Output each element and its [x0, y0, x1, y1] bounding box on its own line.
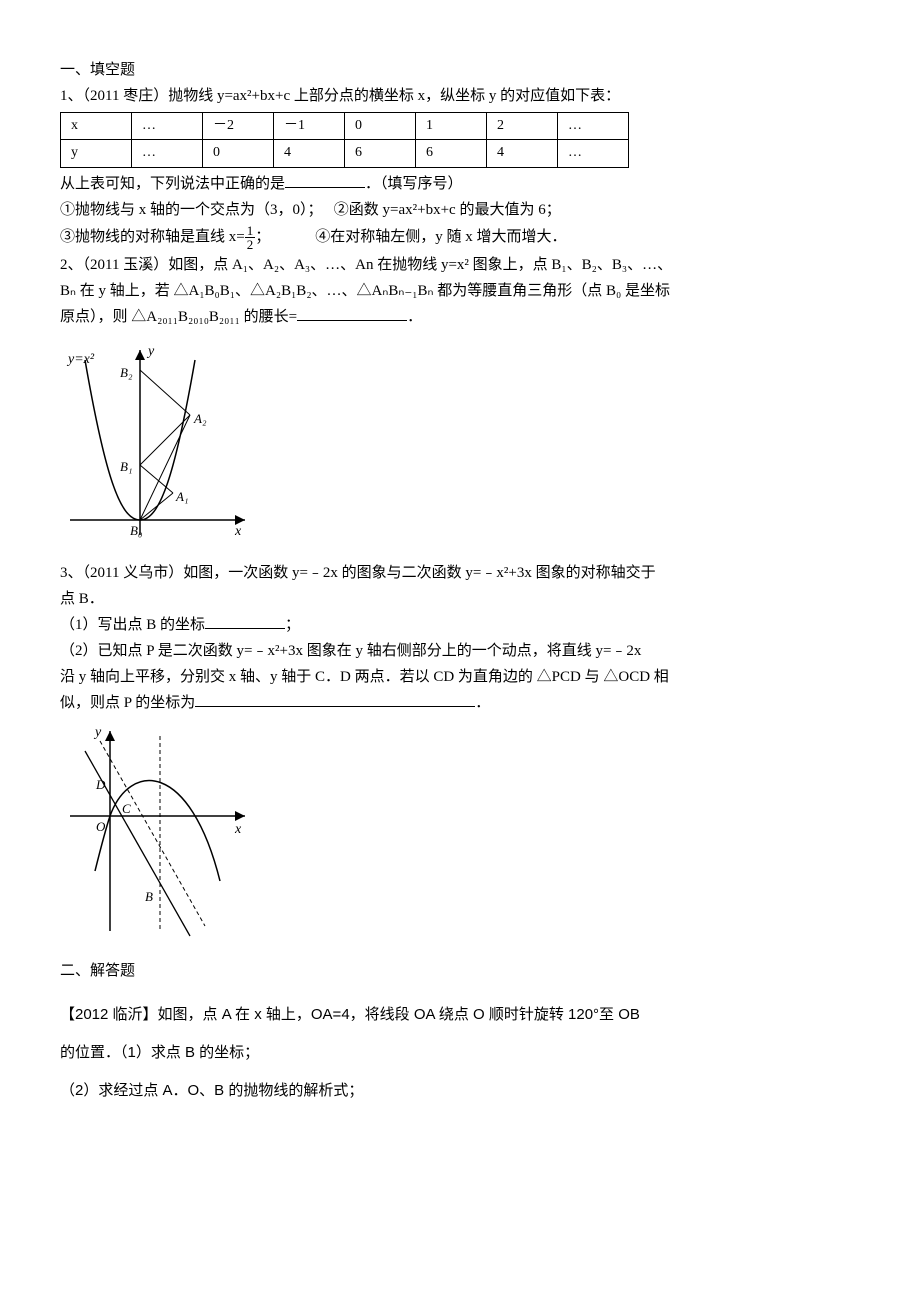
q1-th-5: 1 — [416, 113, 487, 140]
q1-th-2: －2 — [203, 113, 274, 140]
x-axis-label: x — [234, 524, 242, 539]
q1-opt3-fraction: 12 — [245, 224, 256, 251]
q3-lead-a: 3、（2011 义乌市）如图，一次函数 y=﹣2x 的图象与二次函数 y=﹣x²… — [60, 561, 860, 585]
q3-part1: （1）写出点 B 的坐标 ； — [60, 613, 860, 637]
segment — [140, 370, 190, 415]
fill-blank[interactable] — [205, 613, 285, 629]
q1-td-0: y — [61, 140, 132, 167]
q1-opt3-prefix: ③抛物线的对称轴是直线 — [60, 229, 229, 245]
q2-figure: y=x² B₂ A₂ B₁ A₁ B₀ x y — [60, 335, 260, 555]
q1-opt3-lhs: x= — [229, 229, 245, 245]
q1-opt3-suffix: ； — [255, 229, 270, 245]
q1-line2-prefix: 从上表可知，下列说法中正确的是 — [60, 176, 285, 192]
curve-label: y=x² — [66, 352, 95, 367]
pt-B0: B₀ — [130, 523, 142, 538]
q1-options-row2: ③抛物线的对称轴是直线 x=12； ④在对称轴左侧，y 随 x 增大而增大． — [60, 224, 860, 251]
segment — [140, 415, 190, 465]
q4-line1: 【2012 临沂】如图，点 A 在 x 轴上，OA=4，将线段 OA 绕点 O … — [60, 997, 860, 1033]
q1-table-row: y … 0 4 6 6 4 … — [61, 140, 629, 167]
q3-part2-c-suffix: ． — [475, 695, 490, 711]
q2-line-c: 原点），则 △A₂₀₁₁B₂₀₁₀B₂₀₁₁ 的腰长= ． — [60, 305, 860, 329]
x-axis-label: x — [234, 822, 242, 837]
x-arrow-icon — [235, 811, 245, 821]
q2-line-c-prefix: 原点），则 △A₂₀₁₁B₂₀₁₀B₂₀₁₁ 的腰长= — [60, 309, 297, 325]
y-axis-label: y — [93, 725, 102, 740]
q1-td-2: 0 — [203, 140, 274, 167]
q1-td-4: 6 — [345, 140, 416, 167]
y-arrow-icon — [105, 731, 115, 741]
q1-td-6: 4 — [487, 140, 558, 167]
q4-line2: 的位置．（1）求点 B 的坐标； — [60, 1035, 860, 1071]
y-axis-label: y — [146, 344, 155, 359]
q1-th-4: 0 — [345, 113, 416, 140]
q4-line3: （2）求经过点 A．O、B 的抛物线的解析式； — [60, 1073, 860, 1109]
segment — [140, 465, 173, 493]
section-2-title: 二、解答题 — [60, 959, 860, 983]
q3-part1-prefix: （1）写出点 B 的坐标 — [60, 617, 205, 633]
pt-A2: A₂ — [193, 411, 207, 426]
q1-th-3: －1 — [274, 113, 345, 140]
q1-opt1: ①抛物线与 x 轴的一个交点为（3，0）； — [60, 202, 323, 218]
q2-line-c-suffix: ． — [407, 309, 422, 325]
q1-td-3: 4 — [274, 140, 345, 167]
q1-line2-suffix: ．（填写序号） — [365, 176, 463, 192]
segment — [140, 493, 173, 520]
q1-td-5: 6 — [416, 140, 487, 167]
q3-part2-c-prefix: 似，则点 P 的坐标为 — [60, 695, 195, 711]
q1-line2: 从上表可知，下列说法中正确的是 ．（填写序号） — [60, 172, 860, 196]
q1-th-6: 2 — [487, 113, 558, 140]
pt-C: C — [122, 801, 131, 816]
origin-label: O — [96, 819, 106, 834]
q1-table: x … －2 －1 0 1 2 … y … 0 4 6 6 4 … — [60, 112, 629, 168]
pt-B1: B₁ — [120, 459, 132, 474]
q3-part1-suffix: ； — [285, 617, 300, 633]
q3-figure: y x O D C B — [60, 721, 260, 941]
q1-opt4: ④在对称轴左侧，y 随 x 增大而增大． — [315, 229, 566, 245]
q1-th-0: x — [61, 113, 132, 140]
q1-opt2: ②函数 y=ax²+bx+c 的最大值为 6； — [334, 202, 561, 218]
q3-part2-b: 沿 y 轴向上平移，分别交 x 轴、y 轴于 C．D 两点．若以 CD 为直角边… — [60, 665, 860, 689]
q1-table-header-row: x … －2 －1 0 1 2 … — [61, 113, 629, 140]
q1-opt3-den: 2 — [245, 238, 256, 251]
fill-blank[interactable] — [195, 691, 475, 707]
fill-blank[interactable] — [297, 305, 407, 321]
parabola-curve — [110, 780, 220, 880]
pt-B2: B₂ — [120, 365, 133, 380]
q1-th-7: … — [558, 113, 629, 140]
pt-B: B — [145, 889, 153, 904]
fill-blank[interactable] — [285, 172, 365, 188]
pt-A1: A₁ — [175, 489, 188, 504]
q1-th-1: … — [132, 113, 203, 140]
segment — [140, 415, 190, 520]
q1-lead: 1、（2011 枣庄）抛物线 y=ax²+bx+c 上部分点的横坐标 x，纵坐标… — [60, 84, 860, 108]
section-1-title: 一、填空题 — [60, 58, 860, 82]
q3-part2-c: 似，则点 P 的坐标为 ． — [60, 691, 860, 715]
pt-D: D — [95, 777, 106, 792]
q2-line-a: 2、（2011 玉溪）如图，点 A₁、A₂、A₃、…、An 在抛物线 y=x² … — [60, 253, 860, 277]
q1-td-7: … — [558, 140, 629, 167]
q1-opt3-num: 1 — [245, 224, 256, 238]
q3-part2-a: （2）已知点 P 是二次函数 y=﹣x²+3x 图象在 y 轴右侧部分上的一个动… — [60, 639, 860, 663]
y-arrow-icon — [135, 350, 145, 360]
q3-lead-b: 点 B． — [60, 587, 860, 611]
q1-options-row1: ①抛物线与 x 轴的一个交点为（3，0）； ②函数 y=ax²+bx+c 的最大… — [60, 198, 860, 222]
q2-line-b: Bₙ 在 y 轴上，若 △A₁B₀B₁、△A₂B₁B₂、…、△AₙBₙ₋₁Bₙ … — [60, 279, 860, 303]
q1-td-1: … — [132, 140, 203, 167]
